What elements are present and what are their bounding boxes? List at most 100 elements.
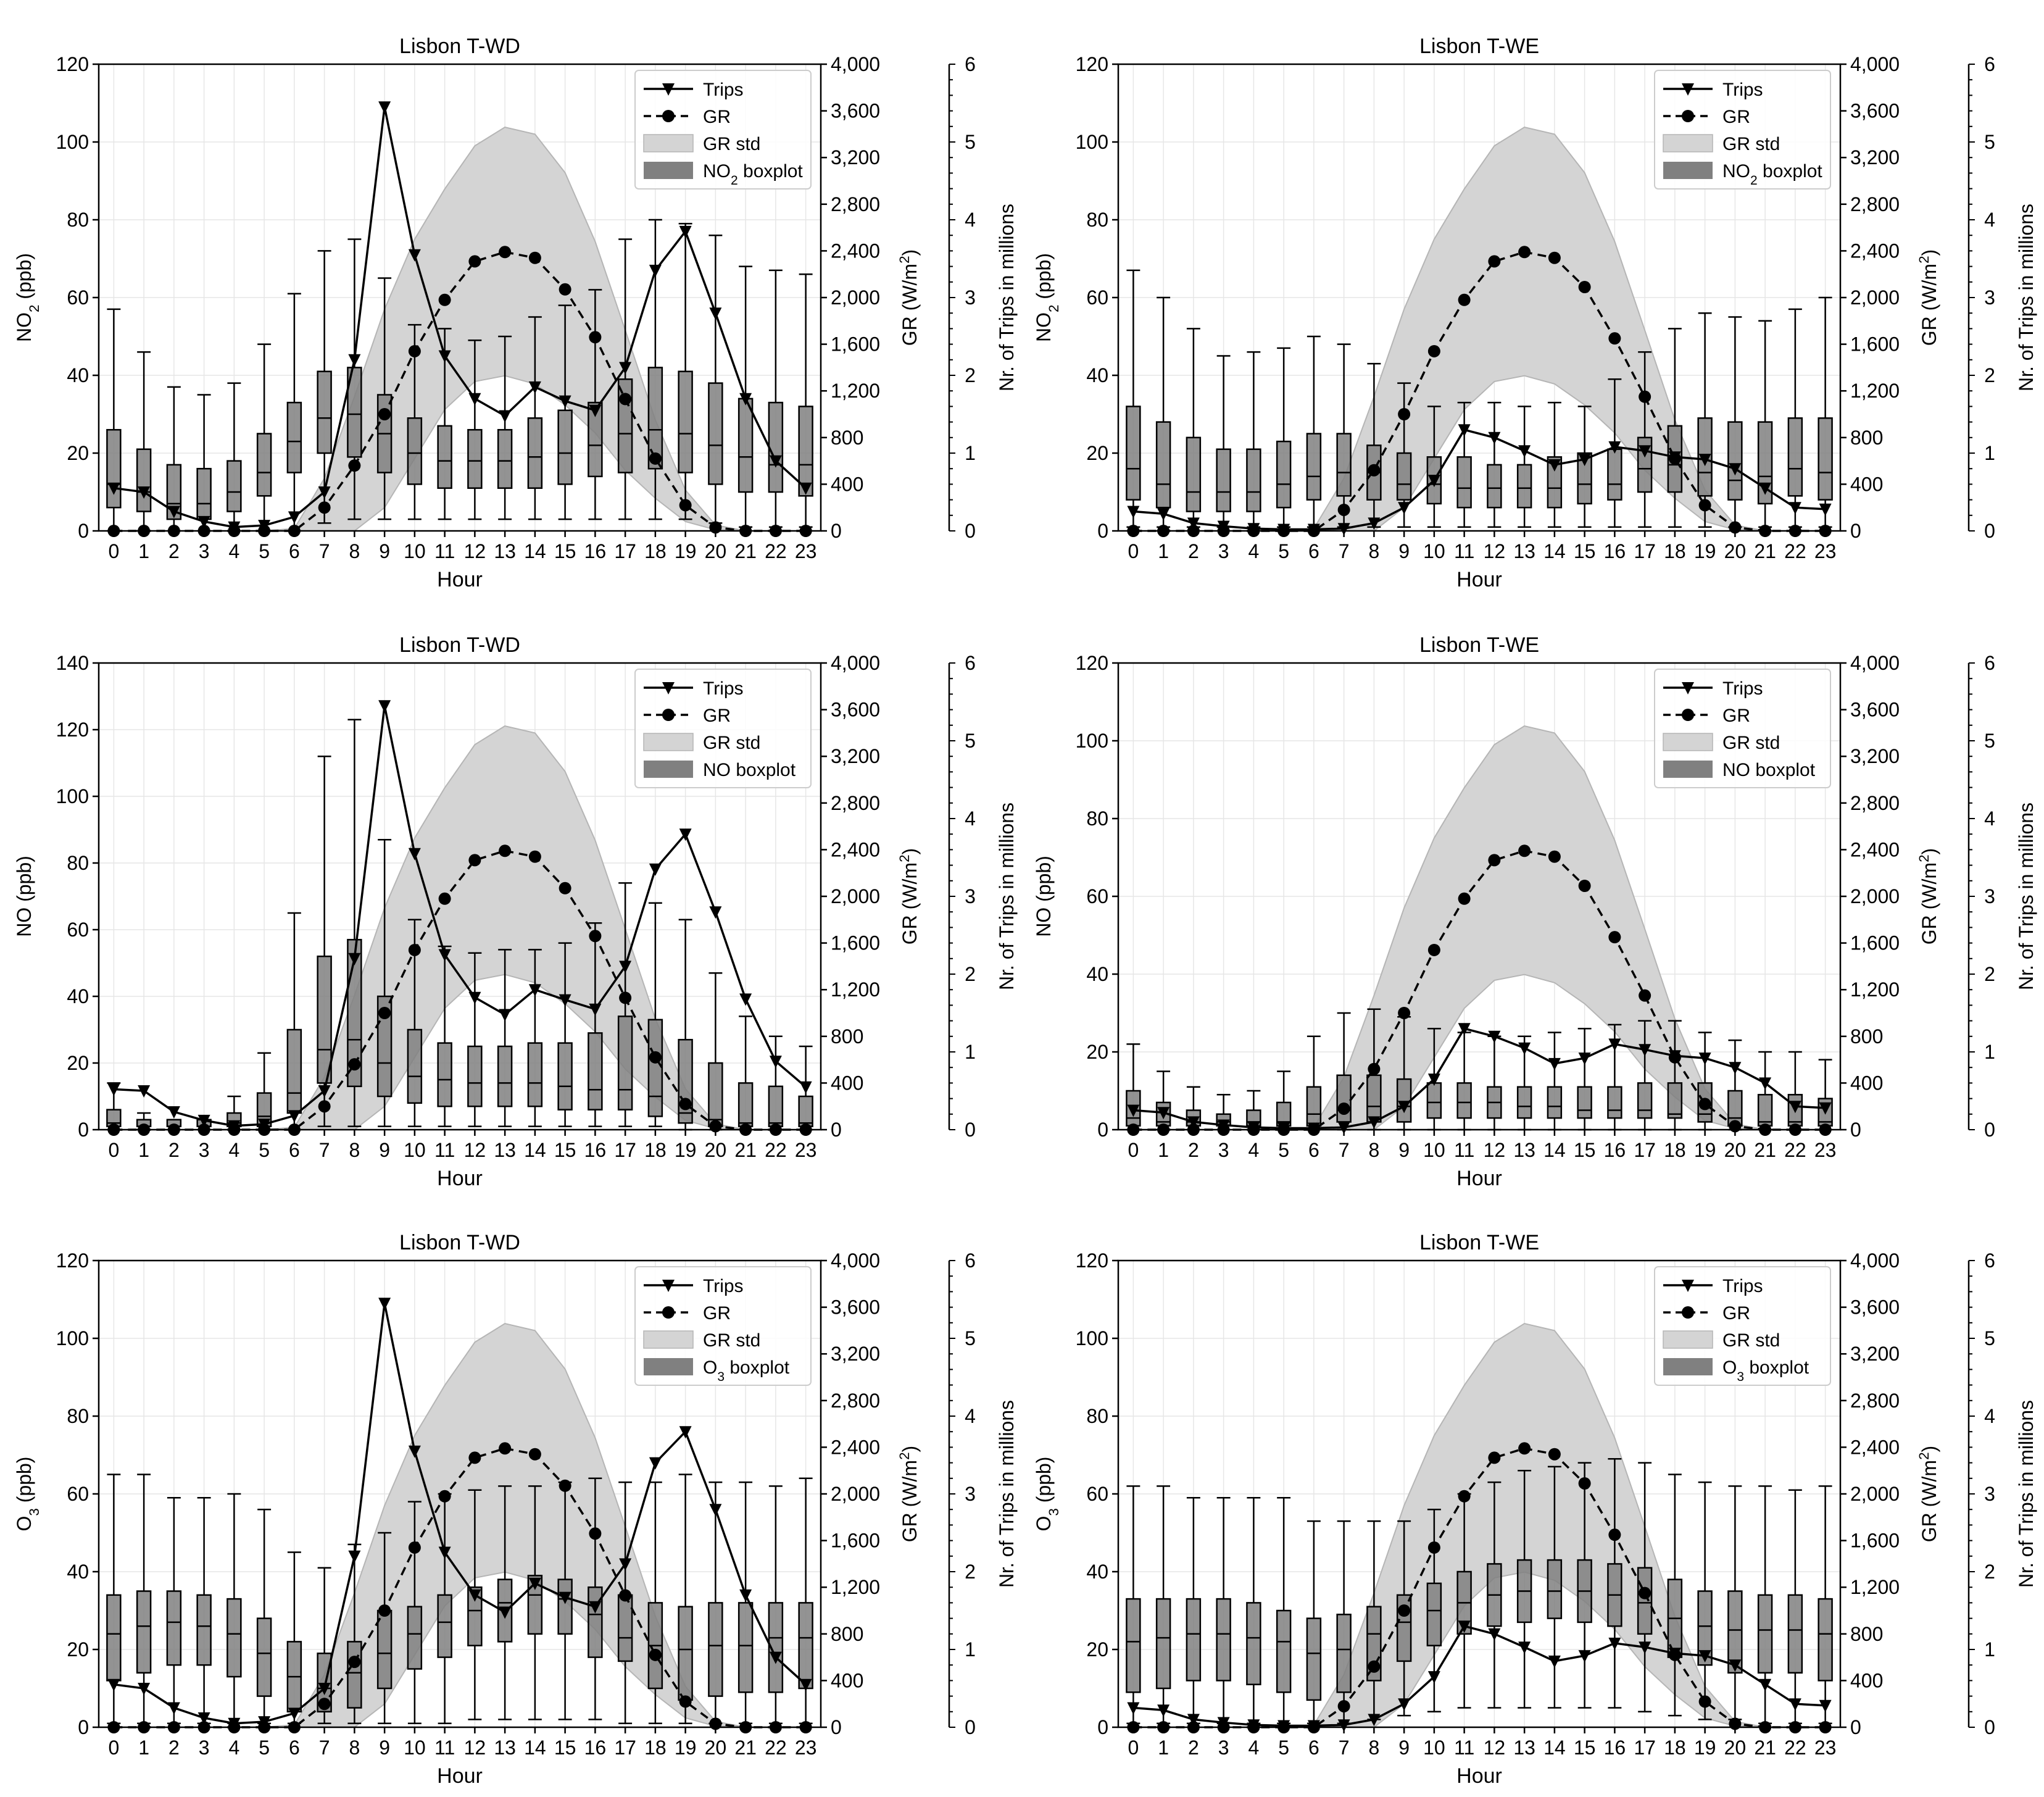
y-tick-label: 20 [67, 442, 89, 464]
box [1216, 448, 1231, 512]
trips-point [679, 225, 692, 238]
box [317, 1653, 332, 1713]
trips-point [1759, 482, 1772, 495]
y-tick-label: 60 [1086, 885, 1108, 907]
legend-boxplot-swatch [1663, 761, 1713, 778]
y-tick-label: 80 [67, 209, 89, 231]
x-tick-label: 3 [199, 1737, 210, 1759]
x-tick-label: 6 [289, 1737, 300, 1759]
trips-tick-label: 3 [1984, 286, 1995, 309]
boxplot-hour-14 [527, 316, 543, 520]
legend-trips-label: Trips [703, 1276, 744, 1296]
gr-tick-label: 3,200 [1850, 1343, 1900, 1365]
gr-point [649, 1051, 662, 1064]
gr-tick-label: 3,200 [831, 745, 880, 767]
box [1336, 1074, 1352, 1123]
box [678, 1038, 693, 1124]
gr-tick-label: 800 [1850, 1025, 1883, 1048]
trips-point [1639, 1044, 1651, 1057]
x-tick-label: 9 [1398, 1139, 1410, 1161]
y-tick-label: 40 [1086, 963, 1108, 985]
x-tick-label: 2 [168, 1139, 180, 1161]
y-tick-label: 20 [1086, 1638, 1108, 1661]
x-tick-label: 16 [584, 1737, 607, 1759]
gr-point [1608, 931, 1621, 944]
trips-tick-label: 6 [965, 1249, 976, 1272]
trips-point [1307, 1720, 1320, 1733]
y-axis-label-part: 2 [1046, 305, 1061, 312]
trips-point [499, 410, 512, 423]
trips-tick-label: 4 [1984, 1405, 1995, 1427]
gr-tick-label: 3,600 [831, 699, 880, 721]
trips-point [1668, 451, 1681, 464]
x-tick-label: 19 [1694, 1737, 1716, 1759]
trips-point [1368, 1116, 1381, 1129]
gr-point [378, 408, 391, 420]
gr-tick-label: 3,600 [831, 100, 880, 122]
boxplot-hour-1 [1155, 296, 1171, 528]
y-tick-label: 20 [67, 1638, 89, 1661]
x-tick-label: 15 [1574, 540, 1596, 562]
boxplot-hour-21 [1757, 320, 1773, 528]
box [708, 1602, 723, 1697]
trips-line [1133, 1625, 1826, 1727]
legend-trips-label: Trips [703, 678, 744, 699]
trips-point [1639, 1641, 1651, 1654]
gr-point [1398, 1007, 1411, 1019]
box [407, 1028, 423, 1104]
box [1336, 433, 1352, 497]
boxplot-hour-5 [256, 343, 272, 532]
box [1637, 1082, 1653, 1119]
legend-boxplot-label-part: NO [703, 161, 731, 181]
x-tick-label: 22 [1784, 1139, 1806, 1161]
gr-tick-label: 1,600 [831, 333, 880, 356]
box [1757, 1094, 1773, 1127]
y-tick-label: 0 [1097, 520, 1108, 542]
x-axis-label: Hour [437, 1764, 483, 1788]
gr-tick-label: 800 [1850, 1623, 1883, 1645]
trips-point [348, 953, 361, 965]
gr-point [1639, 1586, 1651, 1599]
trips-tick-label: 5 [1984, 730, 1995, 752]
trips-point [1307, 1122, 1320, 1135]
legend-gr-label: GR [1722, 1303, 1750, 1324]
gr-point [438, 892, 451, 905]
gr-point [649, 452, 662, 465]
gr-point [408, 344, 421, 357]
x-tick-label: 21 [1754, 1139, 1776, 1161]
legend-boxplot-label: NO2 boxplot [1722, 161, 1822, 188]
legend-boxplot-swatch [644, 1358, 693, 1375]
y-tick-label: 120 [56, 1249, 89, 1272]
gr-tick-label: 400 [1850, 1072, 1883, 1094]
gr-point [649, 1648, 662, 1661]
trips-point [1548, 1655, 1561, 1668]
trips-point [1278, 523, 1290, 536]
trips-point [1398, 1101, 1411, 1114]
y-axis-label: O3 (ppb) [13, 1457, 42, 1532]
legend-boxplot-label-part: NO [1722, 760, 1750, 780]
x-tick-label: 22 [765, 1737, 787, 1759]
trips-tick-label: 2 [1984, 963, 1995, 985]
gr-point [468, 1451, 481, 1464]
gr-tick-label: 3,200 [831, 146, 880, 169]
x-tick-label: 18 [1664, 1139, 1686, 1161]
box [1516, 1086, 1532, 1119]
box [106, 428, 122, 509]
x-tick-label: 10 [1423, 540, 1445, 562]
y-tick-label: 60 [1086, 286, 1108, 309]
boxplot-hour-20 [708, 234, 723, 524]
gr-point [589, 1527, 602, 1540]
gr-point [1578, 280, 1591, 293]
gr-tick-label: 800 [831, 1025, 863, 1048]
legend-boxplot-label: NO2 boxplot [703, 161, 803, 188]
box [557, 1578, 573, 1635]
legend-gr-label: GR [703, 1303, 731, 1324]
legend-boxplot-label: NO boxplot [703, 760, 796, 780]
gr-tick-label: 400 [831, 1669, 863, 1691]
x-tick-label: 18 [644, 1139, 667, 1161]
boxplot-hour-22 [1787, 1051, 1803, 1131]
y-axis-label-part: (ppb) [1032, 856, 1055, 907]
gr-point [1488, 1451, 1501, 1464]
boxplot-hour-10 [407, 1501, 423, 1724]
